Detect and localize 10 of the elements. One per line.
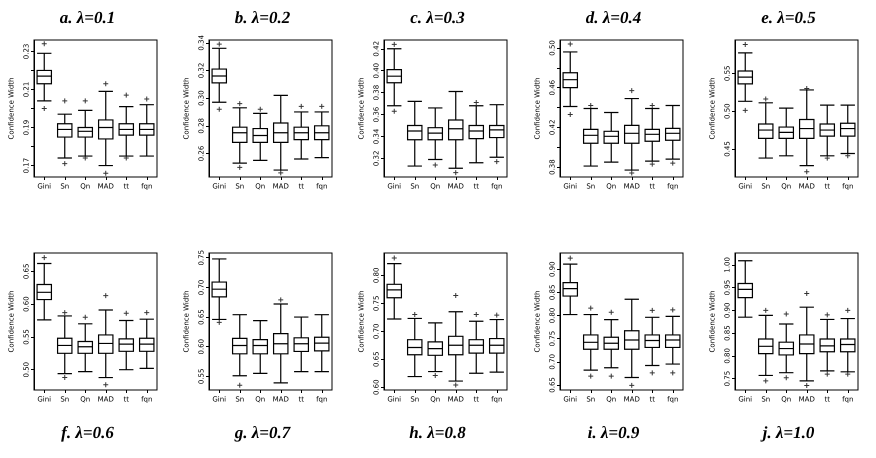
text: h. λ=0.8 — [410, 423, 467, 442]
chart-title: c. λ=0.3 — [410, 8, 466, 27]
text: i. λ=0.9 — [587, 423, 640, 442]
chart-title: e. λ=0.5 — [761, 8, 816, 27]
chart-title: d. λ=0.4 — [585, 8, 641, 27]
text: f. λ=0.6 — [61, 423, 114, 442]
text: g. λ=0.7 — [234, 423, 292, 442]
text: j. λ=1.0 — [759, 423, 815, 442]
chart-title: a. λ=0.1 — [60, 8, 116, 27]
chart-title: b. λ=0.2 — [234, 8, 291, 27]
